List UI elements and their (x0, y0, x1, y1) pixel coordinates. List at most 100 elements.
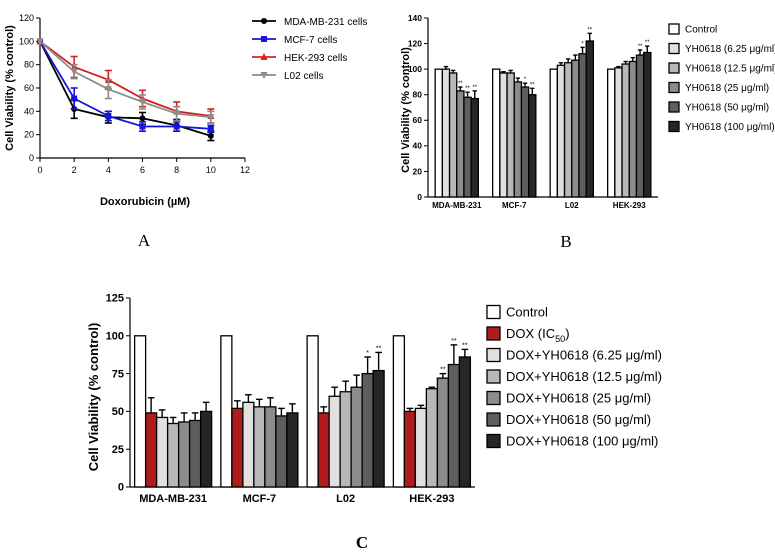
panel-c-bar (188, 419, 202, 488)
panel-c-y-tick-label: 0 (118, 482, 124, 494)
panel-a-data-point (173, 110, 181, 118)
panel-b-legend-label: YH0618 (12.5 μg/ml) (685, 63, 775, 74)
panel-a-x-tick-label: 6 (140, 165, 145, 175)
panel-a-x-tick-label: 10 (206, 165, 216, 175)
panel-b-legend-label: YH0618 (25 μg/ml) (685, 83, 769, 94)
panel-b-bar (470, 97, 479, 198)
panel-b-bar (635, 54, 645, 198)
panel-b-significance-mark: * (524, 77, 527, 83)
panel-b-legend-swatch (668, 101, 680, 113)
panel-b-category-label: HEK-293 (613, 201, 646, 210)
panel-b-bar (513, 81, 523, 198)
panel-b-bar (549, 68, 559, 198)
panel-b-significance-mark: ** (587, 27, 592, 33)
panel-a-y-tick-label: 60 (24, 83, 34, 93)
panel-c-legend-swatch (486, 304, 501, 320)
panel-c-legend-label: DOX+YH0618 (100 μg/ml) (506, 433, 658, 448)
panel-b-legend-swatch (668, 42, 680, 55)
panel-a-data-point (104, 86, 112, 94)
panel-b-y-tick-label: 140 (408, 13, 422, 23)
panel-a-legend-label: MDA-MB-231 cells (284, 17, 367, 28)
panel-b-legend-label: Control (685, 24, 717, 35)
panel-c-bar (275, 415, 288, 488)
panel-c-bar (350, 386, 363, 488)
panel-b-bar (571, 59, 580, 198)
panel-a-data-point (139, 123, 146, 130)
panel-b-y-tick-label: 120 (408, 38, 422, 48)
panel-a-x-tick-label: 8 (174, 165, 179, 175)
panel-c-bar (199, 410, 213, 488)
panel-b-bar (585, 40, 595, 198)
panel-b-y-tick-label: 40 (413, 141, 423, 151)
panel-c-bar (361, 372, 374, 488)
panel-c-bar (264, 406, 277, 488)
panel-b-significance-mark: ** (645, 40, 650, 46)
panel-a-y-tick-label: 20 (24, 130, 34, 140)
panel-c-bar (166, 422, 180, 488)
panel-c-y-tick-label: 50 (112, 406, 124, 418)
panel-a-data-point (207, 114, 215, 122)
panel-a-data-point (139, 99, 146, 106)
panel-b-bar (499, 72, 508, 198)
panel-b-legend-label: YH0618 (50 μg/ml) (685, 102, 769, 113)
panel-c-bar (242, 401, 255, 488)
panel-b-letter: B (560, 232, 571, 251)
panel-c-y-tick-label: 100 (106, 330, 124, 342)
panel-b-bar (643, 51, 652, 198)
panel-b-legend-swatch (668, 23, 680, 35)
panel-b-y-tick-label: 20 (413, 166, 423, 176)
panel-c-y-tick-label: 75 (112, 368, 124, 380)
panel-a: 0 20 40 60 80 100 120 0 2 4 6 8 10 12 Cell Viability … (4, 13, 367, 250)
panel-b-bar (491, 68, 501, 198)
panel-b-bar (578, 53, 587, 198)
panel-c-bar (231, 407, 244, 488)
panel-b-legend: Control YH0618 (6.25 μg/ml) YH0618 (12.5 μ… (668, 23, 775, 133)
panel-b-bar (528, 94, 537, 198)
panel-a-x-tick-label: 4 (106, 165, 111, 175)
panel-a-y-tick-label: 80 (24, 60, 34, 70)
panel-c-letter: C (356, 533, 368, 552)
panel-a-x-axis-label: Doxorubicin (µM) (100, 196, 190, 208)
panel-b-bar (441, 68, 451, 198)
panel-b-y-tick-label: 80 (413, 90, 423, 100)
panel-c: 0 25 50 75 100 125 Cell Viability (% control)… (86, 293, 662, 552)
panel-c-bar (339, 391, 352, 488)
panel-b-y-tick-label: 60 (413, 115, 423, 125)
panel-c-bar (133, 335, 147, 488)
panel-a-letter: A (138, 231, 151, 250)
panel-b-significance-mark: ** (472, 85, 477, 91)
panel-c-legend-label: DOX+YH0618 (12.5 μg/ml) (506, 369, 662, 384)
panel-b-y-tick-label: 100 (408, 64, 422, 74)
panel-c-category-label: L02 (336, 493, 355, 505)
panel-b-significance-mark: * (581, 41, 584, 47)
panel-a-legend-label: HEK-293 cells (284, 53, 347, 64)
panel-b-legend-label: YH0618 (100 μg/ml) (685, 122, 775, 133)
panel-c-bar (155, 416, 169, 488)
panel-c-legend-label: Control (506, 304, 548, 319)
panel-c-significance-mark: * (366, 350, 369, 357)
panel-a-data-point (36, 38, 44, 46)
panel-b-bar (456, 90, 465, 198)
panel-c-bar (372, 369, 385, 488)
panel-b-category-label: MCF-7 (502, 201, 527, 210)
panel-b-y-axis-label: Cell Viability (% control) (400, 47, 412, 173)
panel-b-significance-mark: ** (530, 82, 535, 88)
panel-b: 0 20 40 60 80 100 120 140 Cell Viability (% con… (400, 13, 775, 251)
panel-c-bar (144, 412, 158, 488)
panel-c-bar (220, 335, 233, 488)
panel-c-significance-mark: ** (451, 338, 457, 345)
panel-c-bar (436, 377, 450, 488)
panel-c-plot-area: MDA-MB-231 MCF-7***L02******HEK-293 (133, 335, 472, 505)
panel-b-plot-area: **** **MDA-MB-231***MCF-7***L02****HEK-29… (432, 27, 652, 210)
panel-c-legend-swatch (486, 326, 501, 341)
panel-b-legend-swatch (668, 81, 680, 94)
panel-b-significance-mark: ** (458, 81, 463, 87)
panel-c-category-label: MCF-7 (243, 493, 277, 505)
panel-a-legend-marker (260, 72, 268, 79)
panel-a-data-point (173, 123, 180, 130)
panel-a-x-tick-label: 2 (72, 165, 77, 175)
panel-c-bar (306, 335, 319, 488)
panel-c-bar (253, 406, 266, 488)
panel-c-significance-mark: ** (462, 342, 468, 349)
